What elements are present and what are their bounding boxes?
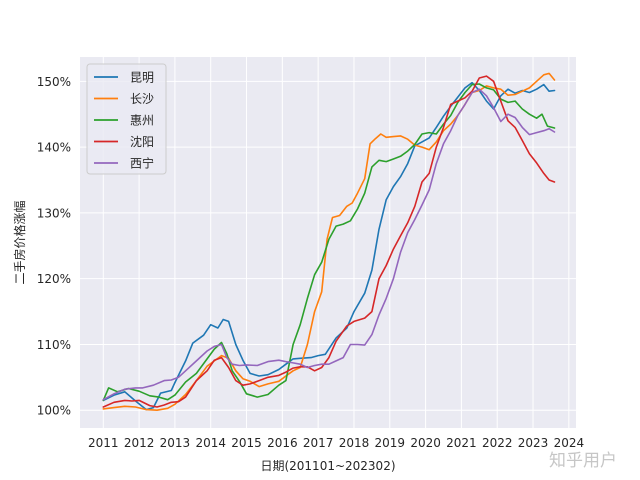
x-tick-label: 2022 [482, 436, 513, 450]
series-line-4 [102, 75, 556, 408]
legend-label: 长沙 [130, 92, 154, 106]
watermark: 知乎用户 [549, 451, 617, 471]
x-tick-label: 2024 [554, 436, 585, 450]
y-tick-label: 110% [37, 338, 71, 352]
y-tick-label: 150% [37, 75, 71, 89]
x-tick-label: 2011 [88, 436, 119, 450]
legend-label: 沈阳 [130, 134, 154, 149]
series-line-5 [102, 88, 556, 401]
legend-label: 惠州 [130, 114, 154, 128]
x-axis-label: 日期(201101~202302) [260, 459, 395, 473]
y-axis-label: 二手房价格涨幅 [12, 200, 27, 284]
series-line-2 [102, 72, 556, 412]
x-tick-label: 2020 [410, 436, 441, 450]
y-tick-labels: 100% 110% 120% 130% 140% 150% [37, 75, 71, 418]
x-tick-label: 2023 [518, 436, 549, 450]
series-line-1 [102, 81, 556, 411]
legend-label: 西宁 [130, 156, 154, 171]
x-tick-label: 2015 [231, 436, 262, 450]
x-tick-label: 2012 [124, 436, 155, 450]
x-tick-labels: 2011 2012 2013 2014 2015 2016 2017 2018 2019 2020… [88, 436, 584, 450]
x-tick-label: 2016 [267, 436, 298, 450]
y-tick-label: 120% [37, 272, 71, 286]
x-tick-label: 2013 [160, 436, 191, 450]
x-tick-label: 2017 [303, 436, 334, 450]
series-lines [102, 72, 556, 412]
y-tick-label: 100% [37, 404, 71, 418]
legend-label: 昆明 [130, 71, 154, 85]
x-tick-label: 2019 [375, 436, 406, 450]
x-tick-label: 2021 [446, 436, 477, 450]
series-line-3 [102, 83, 556, 402]
y-tick-label: 130% [37, 206, 71, 220]
legend-box [86, 63, 167, 175]
y-tick-label: 140% [37, 141, 71, 155]
x-tick-label: 2018 [339, 436, 370, 450]
x-tick-label: 2014 [195, 436, 226, 450]
